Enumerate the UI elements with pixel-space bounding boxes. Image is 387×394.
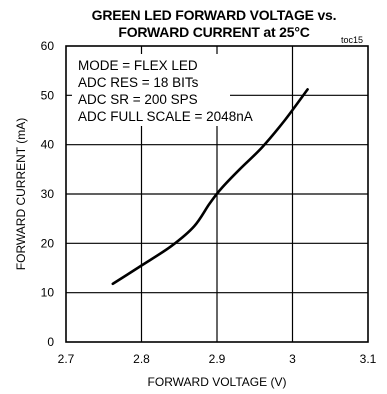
- x-tick-label: 2.9: [209, 352, 226, 366]
- series-layer: [111, 88, 309, 286]
- series-line: [111, 88, 309, 286]
- y-tick-label: 40: [41, 138, 55, 152]
- annotation-line: ADC FULL SCALE = 2048nA: [78, 109, 253, 124]
- annotation-line: ADC RES = 18 BITs: [78, 75, 199, 90]
- y-tick-label: 0: [47, 335, 54, 349]
- chart-title-line1: GREEN LED FORWARD VOLTAGE vs.: [91, 7, 337, 23]
- x-tick-label: 2.7: [58, 352, 75, 366]
- annotation-line: MODE = FLEX LED: [78, 58, 198, 73]
- y-axis-label: FORWARD CURRENT (mA): [14, 118, 28, 270]
- annotation-background: [72, 54, 230, 126]
- x-axis-label: FORWARD VOLTAGE (V): [148, 375, 287, 389]
- annotation-line: ADC SR = 200 SPS: [78, 92, 198, 107]
- tick-labels: 2.7 2.8 2.9 3 3.1 0 10 20 30 40 50 60: [41, 39, 377, 366]
- x-tick-label: 3: [289, 352, 296, 366]
- y-tick-label: 20: [41, 236, 55, 250]
- y-tick-label: 30: [41, 187, 55, 201]
- x-tick-label: 2.8: [133, 352, 150, 366]
- annotation-box: MODE = FLEX LED ADC RES = 18 BITs ADC SR =…: [72, 54, 253, 126]
- figure-id: toc15: [341, 35, 363, 45]
- y-tick-label: 10: [41, 286, 55, 300]
- chart-title-line2: FORWARD CURRENT at 25°C: [118, 24, 310, 40]
- chart-title: GREEN LED FORWARD VOLTAGE vs. FORWARD CU…: [60, 7, 368, 41]
- y-tick-label: 60: [41, 39, 55, 53]
- x-tick-label: 3.1: [360, 352, 377, 366]
- plot-frame: [65, 45, 369, 343]
- y-tick-label: 50: [41, 88, 55, 102]
